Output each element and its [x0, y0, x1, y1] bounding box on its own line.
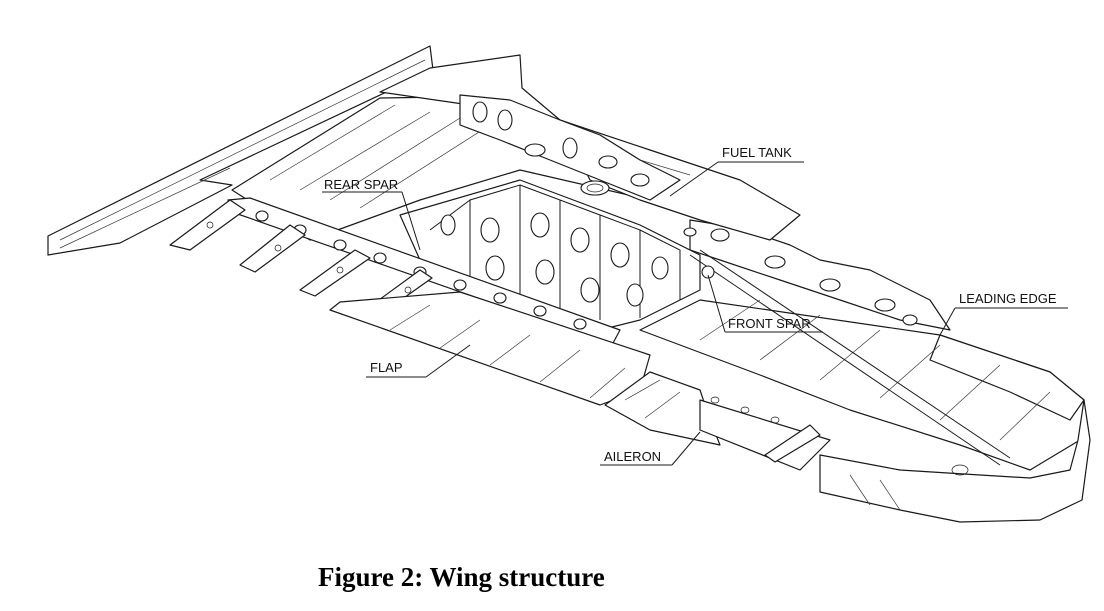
- aileron: [604, 371, 831, 471]
- label-flap: FLAP: [366, 344, 471, 378]
- label-front-spar: FRONT SPAR: [707, 274, 823, 333]
- label-flap-text: FLAP: [370, 360, 403, 375]
- label-leading-edge: LEADING EDGE: [939, 291, 1068, 336]
- wing-box-ribs: [399, 179, 701, 331]
- upper-skin-outboard: [639, 299, 1085, 471]
- label-aileron: AILERON: [600, 431, 701, 466]
- fuselage-fairing: [47, 45, 434, 256]
- label-rear-spar-text: REAR SPAR: [324, 177, 398, 192]
- label-rear-spar: REAR SPAR: [322, 177, 421, 251]
- label-fuel-tank-text: FUEL TANK: [722, 145, 792, 160]
- flap-brackets: [169, 199, 433, 313]
- figure-caption: Figure 2: Wing structure: [318, 562, 605, 592]
- leading-edge-ribs: [689, 219, 951, 331]
- label-front-spar-text: FRONT SPAR: [728, 316, 811, 331]
- label-leading-edge-text: LEADING EDGE: [959, 291, 1057, 306]
- wing-tip-trailing-edge: [819, 399, 1091, 523]
- rear-spar: [227, 197, 621, 346]
- front-spar: [689, 249, 1011, 466]
- label-fuel-tank: FUEL TANK: [669, 145, 804, 197]
- label-aileron-text: AILERON: [604, 449, 661, 464]
- tank-ribs-front: [459, 94, 681, 201]
